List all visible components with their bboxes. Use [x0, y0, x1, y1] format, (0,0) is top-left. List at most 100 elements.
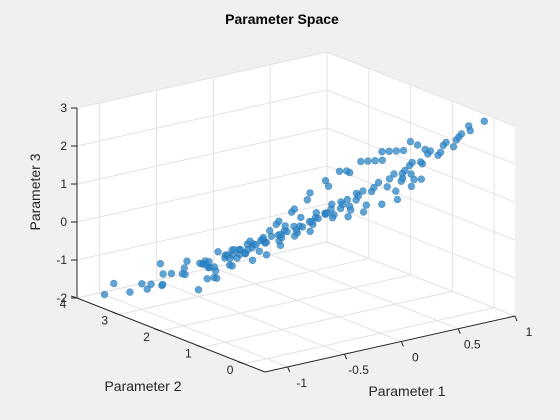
data-point: [406, 137, 415, 146]
data-point: [417, 175, 425, 183]
data-point: [408, 158, 416, 167]
data-point: [378, 200, 386, 208]
data-point: [359, 187, 367, 195]
data-point: [321, 176, 330, 185]
data-point: [213, 274, 221, 282]
x-tick-mark: [400, 341, 404, 347]
data-point: [210, 263, 219, 271]
side-wall-pane: [327, 52, 515, 316]
data-point: [255, 247, 263, 256]
data-point: [290, 205, 299, 213]
data-point: [262, 251, 271, 259]
data-point: [246, 237, 254, 245]
data-point: [312, 209, 320, 217]
data-point: [298, 223, 307, 231]
data-point: [138, 280, 146, 288]
data-point: [143, 285, 151, 293]
data-point: [357, 157, 365, 166]
data-point: [159, 270, 167, 278]
data-point: [248, 256, 257, 264]
data-point: [362, 201, 370, 209]
data-point: [194, 286, 203, 294]
z-tick-label: 3: [60, 101, 67, 115]
data-point: [203, 275, 211, 283]
y-tick-mark: [237, 361, 245, 365]
x-axis-line: [264, 315, 516, 373]
data-point: [233, 254, 241, 262]
data-point: [392, 187, 400, 195]
z-gridline-side: [326, 165, 516, 241]
data-point: [156, 260, 165, 268]
data-point: [126, 288, 134, 296]
data-point: [393, 195, 402, 204]
data-point: [449, 143, 458, 151]
z-tick-label: 2: [60, 139, 67, 153]
x-tick-mark: [457, 328, 461, 334]
x-gridline-floor: [99, 292, 288, 368]
data-point: [413, 141, 422, 149]
data-point: [385, 147, 393, 156]
data-point: [390, 170, 398, 178]
data-point: [275, 217, 283, 226]
data-point: [306, 189, 314, 197]
z-gridline-side: [326, 89, 516, 165]
data-point: [328, 213, 337, 222]
data-point: [407, 170, 415, 178]
y-tick-label: 4: [60, 297, 67, 311]
z-tick-label: -1: [56, 253, 67, 267]
y-tick-mark: [196, 344, 203, 348]
data-point: [339, 200, 347, 209]
data-point: [354, 192, 363, 200]
data-point: [297, 213, 305, 222]
x-gridline-floor: [156, 279, 345, 355]
tick-labels: -1 -0.5 0 0.5 1 0 1 2 3 4-2 -1 0 1 2 3: [56, 101, 532, 390]
z-gridline-back: [76, 203, 328, 261]
data-point: [399, 146, 408, 155]
data-point: [343, 195, 352, 204]
y-tick-label: 1: [185, 346, 192, 360]
x-tick-label: 0.5: [464, 338, 481, 352]
y-gridline-floor: [202, 290, 453, 348]
data-point: [266, 226, 274, 235]
x-axis-label: Parameter 1: [368, 383, 445, 399]
data-point: [328, 200, 336, 208]
data-point: [230, 246, 239, 254]
data-point: [308, 217, 316, 226]
data-point: [347, 206, 355, 214]
data-point: [259, 233, 267, 242]
data-point: [383, 183, 391, 191]
data-point: [359, 208, 368, 216]
data-point: [480, 117, 488, 125]
data-point: [426, 147, 435, 155]
z-gridline-back: [76, 241, 328, 299]
y-gridline-floor: [118, 257, 369, 315]
z-tick-label: -2: [56, 291, 67, 305]
data-point: [205, 258, 213, 266]
y-tick-mark: [112, 311, 119, 315]
x-tick-label: -1: [296, 376, 307, 390]
data-point: [335, 167, 344, 176]
z-tick-label: 1: [60, 177, 67, 191]
data-point: [214, 248, 222, 256]
data-point: [378, 156, 386, 165]
grid-lines: [76, 51, 516, 368]
z-tick-label: 0: [60, 215, 67, 229]
data-point: [385, 175, 394, 183]
data-point: [277, 230, 285, 239]
z-gridline-back: [76, 165, 328, 223]
data-point: [465, 122, 473, 130]
y-tick-mark: [154, 328, 161, 332]
x-gridline-floor: [213, 266, 402, 342]
z-gridline-back: [76, 127, 328, 185]
data-points: [100, 117, 488, 299]
y-tick-label: 2: [143, 330, 150, 344]
data-point: [397, 177, 405, 185]
data-point: [371, 157, 379, 165]
data-point: [401, 166, 409, 175]
data-point: [226, 254, 234, 263]
z-gridline-back: [76, 51, 328, 109]
data-point: [159, 280, 167, 289]
data-point: [416, 158, 425, 166]
y-tick-label: 0: [227, 363, 234, 377]
